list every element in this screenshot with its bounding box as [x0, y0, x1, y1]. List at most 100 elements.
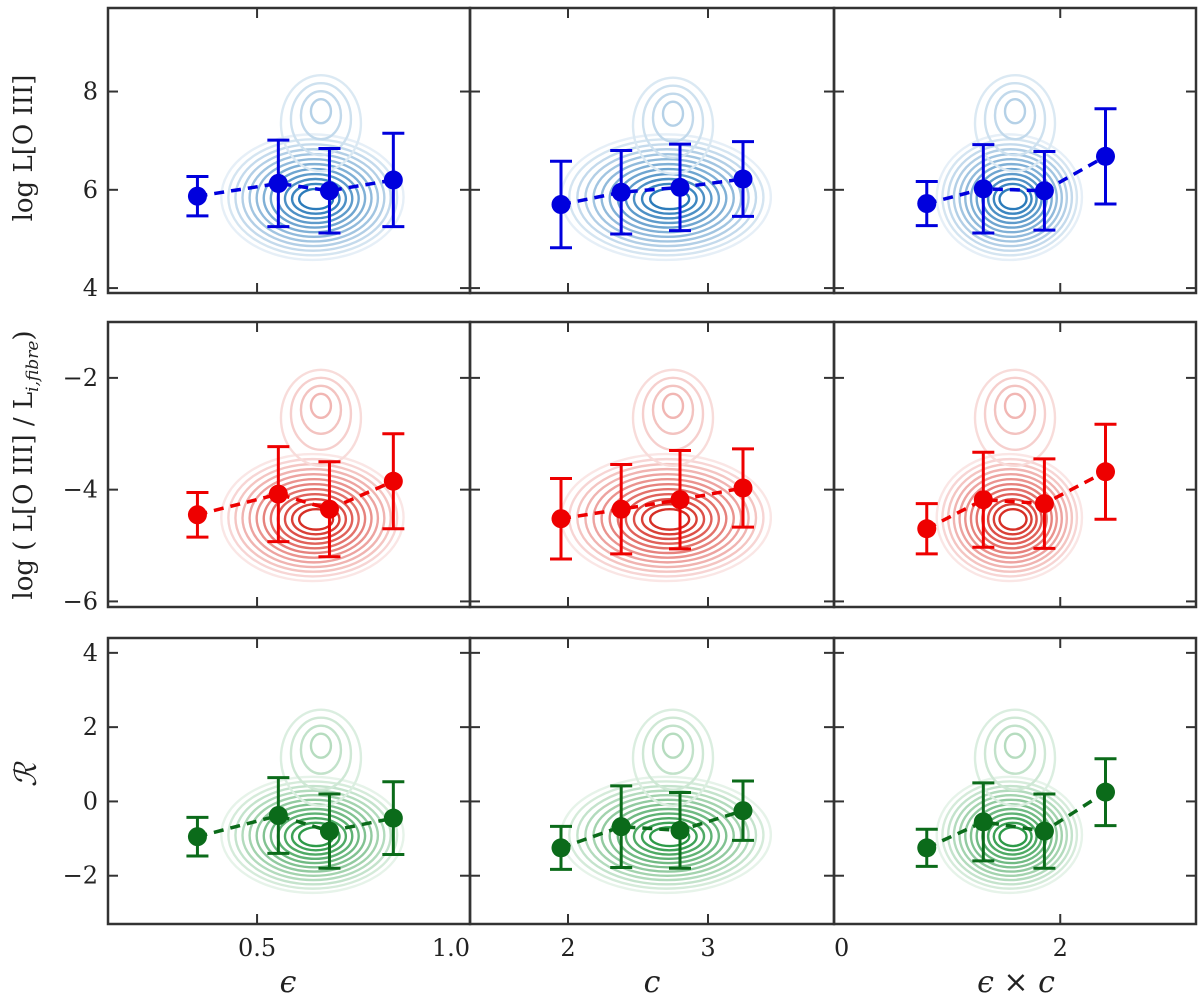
data-point: [268, 806, 288, 826]
density-contour: [283, 816, 348, 856]
density-contour-lobe: [641, 716, 705, 791]
data-point: [383, 170, 403, 190]
density-contour: [969, 162, 1053, 234]
density-contour: [234, 143, 392, 252]
series-line: [196, 813, 394, 839]
panel-frame: [832, 320, 1198, 609]
density-contour-lobe: [993, 89, 1037, 141]
data-point: [733, 169, 753, 189]
series-line: [560, 486, 744, 521]
row2-y-axis-title-main: log ( L[O III] / L: [9, 392, 39, 600]
density-contour: [952, 789, 1069, 882]
density-contour: [269, 487, 360, 550]
y-tick-label: −2: [63, 862, 98, 890]
density-contour-lobe: [651, 724, 695, 775]
density-contour-lobe: [641, 84, 705, 159]
data-point: [1034, 494, 1054, 514]
x-tick-label: 0: [834, 934, 849, 962]
density-contour: [584, 789, 750, 882]
data-point: [187, 827, 207, 847]
panel-row1-col3: [832, 6, 1198, 295]
density-contour: [592, 153, 743, 243]
density-contour-lobe: [661, 100, 685, 127]
row2-y-axis-title: log ( L[O III] / Li,fibre): [9, 330, 43, 599]
x-axis-titles: ϵ c ϵ × c: [280, 965, 1056, 1000]
data-point: [319, 181, 339, 201]
data-point: [670, 490, 690, 510]
density-contour: [290, 182, 341, 215]
density-contour: [568, 780, 765, 890]
density-contour: [220, 133, 405, 262]
row1-y-axis-title: log L[O III]: [9, 75, 39, 222]
density-contour: [935, 452, 1084, 583]
data-point: [670, 177, 690, 197]
data-point: [611, 817, 631, 837]
data-point: [973, 812, 993, 832]
density-contours: [559, 708, 773, 895]
y-tick-label: 0: [83, 787, 98, 815]
density-contour: [262, 482, 367, 555]
density-contour-lobe: [279, 73, 363, 173]
density-contour-lobe: [973, 368, 1057, 468]
density-contour: [269, 807, 360, 865]
density-contour-lobe: [631, 708, 715, 807]
density-contour: [958, 794, 1064, 878]
density-contour: [964, 157, 1058, 239]
density-contour: [992, 821, 1033, 852]
density-contour: [935, 133, 1084, 262]
density-contour-lobe: [309, 392, 333, 420]
density-contour: [600, 477, 735, 559]
density-contour-lobe: [631, 76, 715, 175]
x-tick-label: 0.5: [238, 934, 276, 962]
density-contour: [576, 784, 758, 886]
panel-row3-col1: −2 0 2 4 0.5 1.0: [63, 636, 472, 962]
density-contour: [952, 148, 1069, 248]
data-point: [383, 471, 403, 491]
density-contour: [952, 467, 1069, 569]
density-contour-lobe: [983, 376, 1047, 452]
x-tick-label: 2: [1053, 934, 1068, 962]
panel-frame: [832, 6, 1198, 295]
col1-x-axis-title: ϵ: [280, 965, 297, 1000]
density-contour: [624, 492, 713, 545]
density-contour: [227, 780, 399, 890]
density-contour: [648, 826, 691, 848]
density-contour: [998, 508, 1028, 531]
density-contour-lobe: [993, 384, 1037, 436]
density-contour-lobe: [299, 89, 343, 141]
col3-x-axis-title: ϵ × c: [977, 965, 1055, 1000]
y-tick-label: 6: [83, 176, 98, 204]
density-contour-lobe: [983, 81, 1047, 157]
density-contour: [241, 789, 386, 882]
density-contour-lobe: [651, 92, 695, 143]
density-contour: [608, 482, 728, 555]
y-tick-label: 4: [83, 639, 98, 667]
density-contour: [255, 798, 373, 873]
data-point: [973, 179, 993, 199]
density-contours: [935, 73, 1084, 262]
density-contour: [584, 467, 750, 569]
density-contour-lobe: [993, 724, 1037, 775]
data-point: [917, 194, 937, 214]
density-contour: [283, 177, 348, 220]
density-contour: [640, 821, 698, 852]
density-contour: [220, 775, 405, 895]
density-contours: [220, 708, 405, 895]
density-contour-lobe: [289, 716, 353, 791]
density-contour: [964, 798, 1058, 873]
density-contour: [616, 807, 721, 865]
density-contour: [946, 784, 1074, 886]
density-contour-lobe: [299, 384, 343, 436]
density-contour: [255, 477, 373, 559]
row2-y-axis-title-sub: i,fibre: [23, 341, 43, 392]
y-tick-label: −4: [63, 476, 98, 504]
data-point: [611, 499, 631, 519]
y-axis-titles: log L[O III] log ( L[O III] / Li,fibre) …: [9, 75, 44, 787]
density-contour: [269, 167, 360, 229]
density-contour: [648, 508, 691, 531]
density-contour: [958, 472, 1064, 564]
density-contour: [941, 780, 1079, 890]
